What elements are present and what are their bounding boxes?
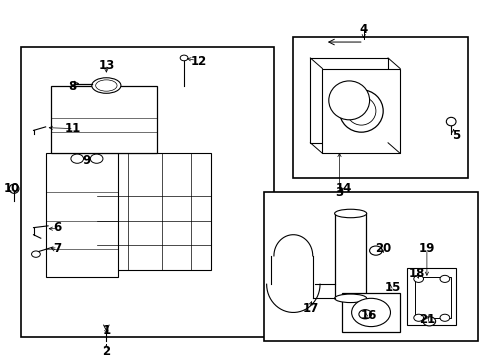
Bar [45, 153, 118, 277]
Text: 9: 9 [82, 154, 91, 167]
Ellipse shape [71, 154, 83, 163]
Bar [97, 153, 210, 270]
Text: 5: 5 [451, 129, 459, 142]
Text: 2: 2 [102, 345, 110, 358]
Text: 12: 12 [190, 55, 206, 68]
Ellipse shape [346, 97, 375, 125]
Bar [21, 48, 273, 337]
Ellipse shape [339, 90, 383, 132]
Text: 17: 17 [302, 302, 318, 315]
Ellipse shape [351, 298, 390, 327]
Bar [341, 293, 399, 332]
Text: 10: 10 [3, 182, 20, 195]
Ellipse shape [334, 209, 366, 218]
Bar [322, 68, 399, 153]
Ellipse shape [334, 294, 366, 302]
Text: 11: 11 [64, 122, 81, 135]
Bar [407, 268, 455, 325]
Text: 16: 16 [360, 310, 376, 323]
Ellipse shape [413, 314, 423, 321]
Text: 20: 20 [374, 242, 390, 255]
Ellipse shape [413, 275, 423, 282]
Bar [334, 213, 366, 298]
Text: 4: 4 [359, 23, 367, 36]
Text: 7: 7 [54, 242, 61, 255]
Text: 18: 18 [408, 267, 425, 280]
Ellipse shape [32, 251, 40, 257]
Ellipse shape [422, 317, 435, 326]
Ellipse shape [369, 246, 382, 255]
Bar [414, 277, 450, 318]
Text: 19: 19 [418, 242, 434, 255]
Ellipse shape [439, 275, 449, 282]
Ellipse shape [439, 314, 449, 321]
Bar [293, 37, 467, 178]
Bar [264, 192, 477, 341]
Text: 1: 1 [102, 324, 110, 337]
Ellipse shape [92, 78, 121, 93]
Text: 13: 13 [98, 59, 114, 72]
Ellipse shape [9, 184, 19, 193]
Text: 8: 8 [68, 80, 76, 93]
Text: 14: 14 [335, 182, 352, 195]
Ellipse shape [90, 154, 103, 163]
Text: 21: 21 [418, 313, 434, 326]
Ellipse shape [328, 81, 369, 120]
Bar [310, 58, 387, 143]
Ellipse shape [446, 117, 455, 126]
Ellipse shape [358, 310, 371, 319]
Text: 6: 6 [54, 221, 62, 234]
Text: 15: 15 [384, 281, 400, 294]
Ellipse shape [180, 55, 187, 61]
Bar [50, 86, 157, 153]
Text: 3: 3 [335, 186, 343, 199]
Ellipse shape [96, 80, 117, 91]
